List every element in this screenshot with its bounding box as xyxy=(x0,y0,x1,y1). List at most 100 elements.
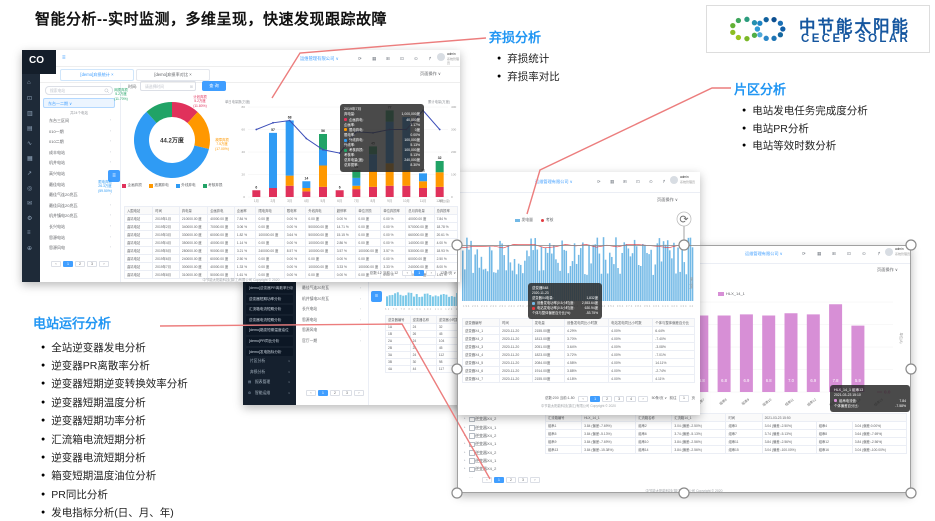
page-ops-button[interactable]: 页面操作 ∨ xyxy=(657,197,678,202)
station-tree-item[interactable]: 思源电站 xyxy=(49,234,65,240)
pager-item[interactable]: ‹ xyxy=(402,270,413,276)
sidebar-menu-group[interactable]: 智能运维 xyxy=(255,391,271,395)
gear-icon[interactable]: ⚙ xyxy=(27,216,33,222)
sidebar-menu-group[interactable]: 片区分析 xyxy=(250,359,266,364)
device-checkbox[interactable] xyxy=(469,416,475,423)
date-input[interactable]: 请选择时间 ⊞ xyxy=(140,81,196,91)
tree-collapse-button[interactable]: ≡ xyxy=(108,170,120,182)
pager-item[interactable]: 3 xyxy=(342,390,352,396)
device-checkbox[interactable] xyxy=(469,425,475,431)
chart-icon[interactable]: ▥ xyxy=(27,111,33,117)
station-tree-item[interactable]: 高兴电站 xyxy=(49,171,65,176)
pager-item[interactable]: 1 xyxy=(494,477,504,483)
pager-size-select[interactable]: 50条/页 ∨ xyxy=(651,396,667,400)
station-tree-item[interactable]: 最佳电站 xyxy=(49,181,65,187)
refresh-icon[interactable]: ⟳ xyxy=(802,251,806,256)
company-selector[interactable]: 运维管理有限公司 ∨ xyxy=(300,56,339,61)
station-tree-item[interactable]: 最佳气连20兆瓦 xyxy=(302,286,330,290)
curve-icon[interactable]: ∿ xyxy=(27,141,33,147)
station-select[interactable]: 东台一二期 ∨ xyxy=(43,98,115,108)
share-icon[interactable]: ↱ xyxy=(877,251,881,256)
tree-collapse-button[interactable]: ≡ xyxy=(371,291,382,302)
grid-icon[interactable]: ▦ xyxy=(27,156,33,162)
station-tree-item[interactable]: 成丰电站 xyxy=(49,149,65,155)
tab-1[interactable]: [demo]弃损统计 × xyxy=(60,69,134,81)
device-checkbox[interactable] xyxy=(469,466,475,473)
query-button[interactable]: 查 询 xyxy=(202,81,226,91)
refresh-icon[interactable]: ⟳ xyxy=(597,179,601,184)
fullscreen-icon[interactable]: ⊞ xyxy=(832,251,836,256)
station-tree-item[interactable]: 官厅一期 xyxy=(302,338,318,343)
sidebar-menu-group[interactable]: 报表管理 xyxy=(255,380,271,385)
station-tree-item[interactable]: 思源电站 xyxy=(302,317,318,322)
apps-icon[interactable]: ▦ xyxy=(610,179,615,184)
pager-item[interactable]: 2 xyxy=(506,477,516,483)
sidebar-menu-item[interactable]: 逆变器电流短期分析 xyxy=(246,315,293,325)
target-icon[interactable]: ◎ xyxy=(27,186,33,192)
pager-size-select[interactable]: 12条/页 ∨ xyxy=(440,270,456,275)
station-tree-item[interactable]: 010一期 xyxy=(49,128,64,134)
pager-item[interactable]: ‹ xyxy=(578,395,589,402)
pager-item[interactable]: › xyxy=(530,477,540,483)
home-icon[interactable]: ⌂ xyxy=(27,80,31,86)
pager-item[interactable]: 1 xyxy=(590,395,601,402)
pager-item[interactable]: › xyxy=(638,395,649,402)
tab-2[interactable]: [demo]弃损率对比 × xyxy=(136,69,210,81)
report-icon[interactable]: ▤ xyxy=(27,126,33,132)
pager-item[interactable]: › xyxy=(354,390,364,396)
company-selector[interactable]: 运维管理有限公司 ∨ xyxy=(745,251,783,256)
pager-item[interactable]: 2 xyxy=(75,261,85,267)
pager-item[interactable]: ‹ xyxy=(482,477,492,483)
share-icon[interactable]: ↱ xyxy=(428,56,432,61)
goto-input[interactable]: 1 xyxy=(679,395,689,402)
device-checkbox[interactable] xyxy=(469,450,475,456)
d4-legend[interactable]: HLX_14_1 xyxy=(718,291,745,296)
alarm-icon[interactable]: ⊙ xyxy=(649,179,653,184)
sidebar-menu-item[interactable]: [demo]发电指标分析 xyxy=(246,347,293,357)
sidebar-menu-item[interactable]: [demo]箱变短期温度油位 xyxy=(246,326,293,335)
pager-item[interactable]: 1 xyxy=(318,390,328,396)
station-tree-item[interactable]: 机井镇电20兆瓦 xyxy=(302,296,330,301)
station-tree-item[interactable]: 机井电站 xyxy=(49,160,65,166)
station-tree-item[interactable]: 思源风电 xyxy=(302,328,318,332)
device-tree-item[interactable]: 逆变器X4_1 xyxy=(475,441,497,447)
legend-item[interactable]: 外线弃电 xyxy=(175,183,196,188)
legend-item[interactable]: 发电量 xyxy=(515,218,533,223)
device-tree-item[interactable]: 逆变器X4_2 xyxy=(475,416,497,422)
trend-icon[interactable]: ↗ xyxy=(27,171,33,177)
station-tree-item[interactable]: 010二期 xyxy=(49,139,64,145)
sidebar-menu-item[interactable]: 汇流箱电流短期分析 xyxy=(246,305,293,314)
pager-item[interactable]: 2 xyxy=(602,395,613,402)
page-ops-button[interactable]: 页面操作 ∨ xyxy=(877,267,898,272)
plus-icon[interactable]: ⊕ xyxy=(27,246,33,252)
monitor-icon[interactable]: ⊡ xyxy=(636,179,640,184)
avatar[interactable] xyxy=(670,176,678,184)
legend-item[interactable]: 考核 xyxy=(540,218,553,223)
station-tree-item[interactable]: 思源风电 xyxy=(49,245,65,251)
alarm-icon[interactable]: ⊙ xyxy=(862,251,866,256)
station-tree-item[interactable]: 长兴电站 xyxy=(302,307,318,311)
device-checkbox[interactable] xyxy=(469,433,475,439)
device-tree-item[interactable]: 逆变器X4_2 xyxy=(475,449,497,455)
station-search-input[interactable]: 搜索电站 xyxy=(45,86,113,95)
station-tree-item[interactable]: 长兴电站 xyxy=(49,224,65,229)
pager-item[interactable]: › xyxy=(426,270,437,276)
pager-item[interactable]: ‹ xyxy=(306,390,316,396)
device-tree-item[interactable]: 逆变器X4_2 xyxy=(475,466,497,472)
station-tree-item[interactable]: 最佳气连20兆瓦 xyxy=(49,192,78,198)
avatar[interactable] xyxy=(885,248,893,256)
monitor-icon[interactable]: ⊡ xyxy=(400,56,404,61)
monitor-icon[interactable]: ⊡ xyxy=(27,96,33,102)
monitor-icon[interactable]: ⊡ xyxy=(847,251,851,256)
fullscreen-icon[interactable]: ⊞ xyxy=(386,56,390,61)
station-tree-item[interactable]: 东台三区间 xyxy=(49,118,69,123)
sidebar-menu-item[interactable]: [demo]逆变器PR离散率分析 xyxy=(246,284,293,293)
company-selector[interactable]: 运维管理有限公司 ∨ xyxy=(535,179,573,184)
apps-icon[interactable]: ▦ xyxy=(372,56,377,61)
pager-item[interactable]: 2 xyxy=(330,390,340,396)
pager-item[interactable]: 1 xyxy=(63,261,73,267)
sidebar-menu-group[interactable]: 弃损分析 xyxy=(250,369,266,374)
pager-item[interactable]: 3 xyxy=(518,477,528,483)
pager-item[interactable]: 3 xyxy=(614,395,625,402)
alarm-icon[interactable]: ⊙ xyxy=(414,56,418,61)
